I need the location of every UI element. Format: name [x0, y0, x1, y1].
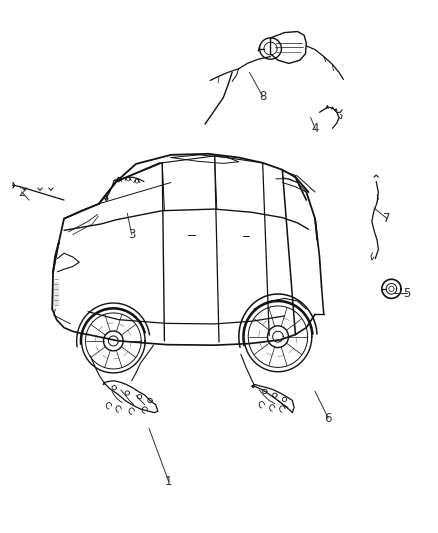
Text: 7: 7: [383, 212, 391, 225]
Text: 8: 8: [259, 90, 266, 103]
Text: 2: 2: [18, 185, 25, 199]
Text: 3: 3: [128, 228, 135, 241]
Text: 1: 1: [165, 475, 173, 488]
Text: 5: 5: [403, 287, 410, 300]
Text: 6: 6: [325, 411, 332, 424]
Text: 4: 4: [311, 122, 319, 135]
